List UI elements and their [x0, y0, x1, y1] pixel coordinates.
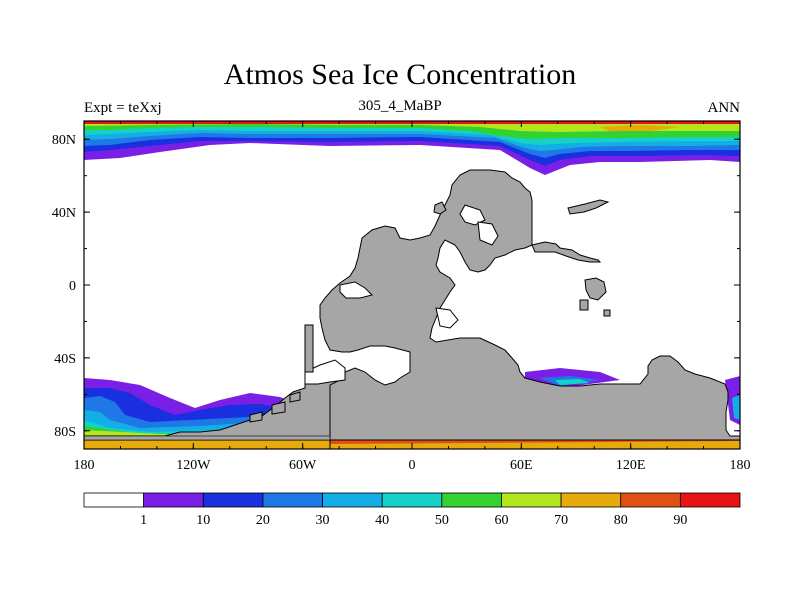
colorbar-label: 40	[375, 513, 389, 528]
east-peninsula	[531, 241, 602, 263]
colorbar-swatch	[560, 492, 622, 508]
west-strip-1	[289, 391, 301, 403]
coastal-bay-2	[304, 359, 346, 385]
y-tick-label: 80N	[52, 133, 76, 148]
colorbar-swatch	[679, 492, 741, 508]
x-tick-label: 60E	[510, 458, 533, 473]
northern-island	[433, 201, 447, 215]
y-tick-label: 80S	[54, 425, 76, 440]
colorbar-label: 1	[140, 513, 147, 528]
colorbar-swatch	[501, 492, 562, 508]
east-islands-4	[603, 309, 611, 317]
south-polar-land	[84, 435, 331, 441]
map-plot-area	[84, 121, 740, 449]
x-tick-label: 60W	[289, 458, 317, 473]
colorbar-label: 10	[196, 513, 210, 528]
colorbar-swatch	[83, 492, 145, 508]
axis-ticks	[83, 121, 741, 449]
x-tick-label: 180	[74, 458, 95, 473]
y-tick-label: 40S	[54, 352, 76, 367]
west-coast-sliver	[304, 324, 314, 373]
x-tick-label: 120W	[176, 458, 211, 473]
colorbar-label: 90	[673, 513, 687, 528]
x-tick-label: 0	[409, 458, 416, 473]
inland-sea-2	[477, 221, 499, 246]
y-tick-label: 0	[69, 279, 76, 294]
east-ice-edge-right-2	[732, 395, 740, 420]
arctic-band-8	[600, 125, 680, 131]
colorbar-label: 80	[614, 513, 628, 528]
east-islands-2	[584, 277, 607, 301]
colorbar-label: 60	[494, 513, 508, 528]
east-islands-3	[579, 299, 589, 311]
east-antarctic-ice-3	[555, 379, 590, 385]
west-strip-2	[271, 401, 286, 415]
land-masses	[84, 169, 740, 449]
colorbar-swatch	[143, 492, 204, 508]
coastal-bay-3	[435, 307, 459, 329]
period-label: 305_4_MaBP	[358, 98, 442, 114]
colorbar-label: 20	[256, 513, 270, 528]
x-tick-label: 180	[730, 458, 751, 473]
x-tick-label: 120E	[616, 458, 646, 473]
coastal-bay-1	[339, 281, 373, 299]
experiment-label: Expt = teXxj	[84, 100, 162, 116]
colorbar-swatch	[620, 492, 681, 508]
colorbar-swatch	[322, 492, 383, 508]
colorbar-swatch	[381, 492, 443, 508]
colorbar-label: 70	[554, 513, 568, 528]
colorbar-label: 50	[435, 513, 449, 528]
east-islands-1	[567, 199, 610, 215]
colorbar-label: 30	[316, 513, 330, 528]
season-label: ANN	[707, 100, 741, 116]
colorbar-swatch	[441, 492, 502, 508]
colorbar-swatch	[202, 492, 264, 508]
map-title: Atmos Sea Ice Concentration	[223, 58, 577, 91]
axis-tick-labels: 180 120W 60W 0 60E 120E 180 80N 40N 0 40S 80S	[52, 133, 751, 473]
inland-sea-1	[459, 204, 486, 226]
arctic-sea-ice	[84, 121, 740, 175]
colorbar: 1 10 20 30 40 50 60 70 80 90	[83, 492, 741, 528]
west-strip-3	[249, 411, 263, 423]
colorbar-swatch	[262, 492, 323, 508]
y-tick-label: 40N	[52, 206, 76, 221]
pangea-core	[319, 169, 740, 449]
